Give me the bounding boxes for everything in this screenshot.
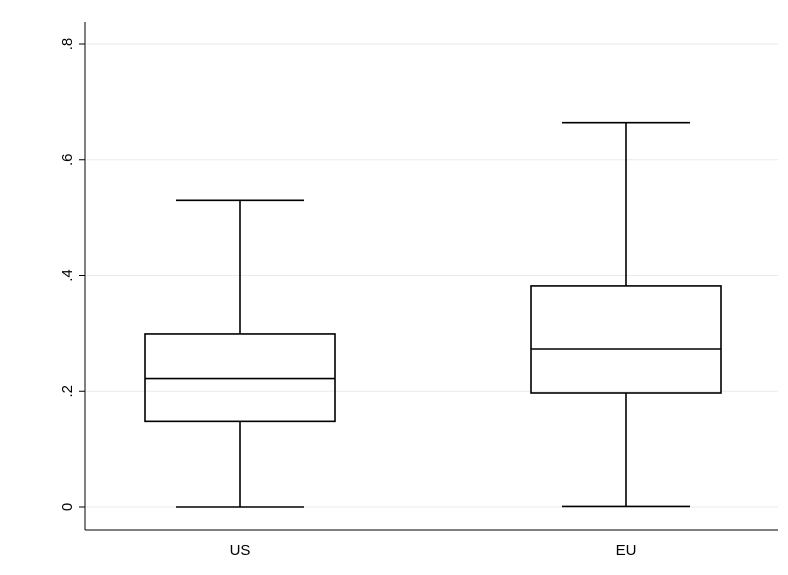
- y-tick-label: .2: [59, 385, 76, 398]
- interquartile-box: [144, 333, 336, 423]
- y-ticks: 0 .2 .4 .6 .8: [59, 38, 85, 511]
- y-tick-label: .4: [59, 269, 76, 282]
- y-tick-label: .6: [59, 153, 76, 166]
- y-tick-label: 0: [59, 503, 76, 511]
- y-tick-label: .8: [59, 38, 76, 51]
- x-category-label: US: [230, 542, 251, 559]
- boxes: [144, 121, 722, 508]
- box-us: [144, 199, 336, 508]
- box-eu: [530, 121, 722, 508]
- x-category-label: EU: [616, 542, 637, 559]
- x-ticks: US EU: [230, 542, 637, 559]
